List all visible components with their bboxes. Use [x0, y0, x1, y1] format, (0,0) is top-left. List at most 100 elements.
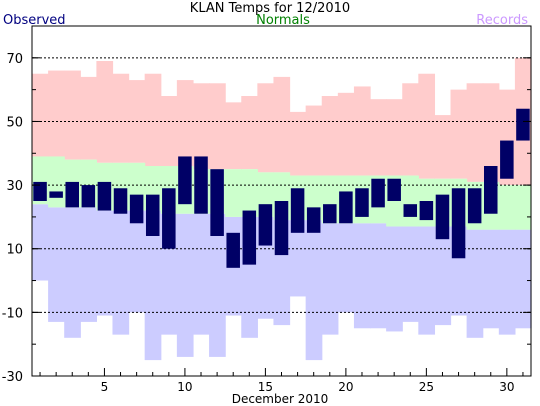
observed-bar — [387, 178, 401, 201]
record-low-bar — [144, 210, 162, 361]
record-low-bar — [353, 223, 371, 329]
normal-range-bar — [225, 169, 242, 217]
legend-normals: Normals — [256, 13, 310, 28]
record-high-bar — [402, 83, 419, 176]
observed-bar — [97, 181, 112, 211]
record-low-bar — [32, 204, 49, 281]
record-high-bar — [209, 83, 226, 170]
normal-range-bar — [48, 156, 65, 208]
legend-records: Records — [476, 13, 528, 28]
observed-bar — [484, 166, 498, 214]
observed-bar — [113, 188, 128, 214]
observed-bar — [371, 178, 385, 208]
record-low-bar — [112, 210, 130, 335]
x-tick-label: 10 — [177, 380, 192, 394]
record-high-bar — [96, 61, 114, 163]
observed-bar — [323, 204, 337, 224]
record-high-bar — [80, 76, 97, 160]
observed-bar — [419, 201, 434, 221]
observed-bar — [290, 188, 305, 233]
observed-bar — [306, 207, 321, 233]
x-axis-label: December 2010 — [232, 392, 329, 406]
record-high-bar — [225, 102, 242, 170]
x-tick-label: 30 — [499, 380, 514, 394]
observed-bar — [339, 191, 353, 224]
record-high-bar — [434, 115, 452, 179]
observed-bar — [49, 191, 63, 198]
observed-bar — [355, 188, 369, 217]
record-high-bar — [466, 83, 484, 182]
observed-bar — [210, 169, 224, 236]
observed-bar — [162, 188, 176, 249]
record-low-bar — [96, 210, 114, 316]
record-low-bar — [466, 229, 484, 338]
observed-bar — [178, 156, 192, 205]
record-low-bar — [386, 226, 403, 332]
y-tick-label: 10 — [6, 243, 23, 258]
observed-bar — [274, 201, 289, 256]
record-low-bar — [514, 229, 532, 329]
record-low-bar — [482, 229, 500, 329]
record-low-bar — [305, 220, 323, 361]
observed-bar — [242, 210, 257, 265]
record-high-bar — [112, 73, 130, 163]
record-low-bar — [402, 226, 419, 322]
normal-range-bar — [402, 175, 419, 227]
normal-range-bar — [514, 185, 532, 230]
y-tick-label: 30 — [6, 179, 23, 194]
observed-bar — [194, 156, 208, 214]
observed-bar — [33, 181, 47, 201]
record-high-bar — [32, 73, 49, 157]
record-high-bar — [450, 89, 468, 179]
chart-title: KLAN Temps for 12/2010 — [190, 1, 350, 16]
y-tick-label: -10 — [2, 306, 23, 321]
record-high-bar — [482, 83, 500, 182]
record-high-bar — [370, 99, 387, 176]
observed-bar — [81, 185, 96, 208]
observed-bar — [500, 140, 514, 179]
record-high-bar — [305, 105, 323, 176]
observed-bar — [65, 181, 79, 208]
record-high-bar — [192, 83, 210, 170]
observed-bar — [226, 232, 240, 268]
observed-bar — [403, 204, 418, 217]
record-high-bar — [273, 76, 291, 173]
record-high-bar — [257, 83, 275, 173]
record-high-bar — [418, 73, 436, 179]
legend-observed: Observed — [3, 13, 66, 28]
record-high-bar — [321, 96, 339, 176]
record-high-bar — [337, 92, 355, 176]
record-high-bar — [160, 96, 178, 166]
observed-bar — [435, 194, 450, 240]
record-low-bar — [192, 213, 210, 335]
x-axis: 5 10 15 20 25 30 — [39, 368, 524, 394]
record-high-bar — [144, 73, 162, 166]
x-tick-label: 25 — [419, 380, 434, 394]
record-high-bar — [289, 111, 307, 176]
record-low-bar — [209, 213, 226, 357]
record-low-bar — [176, 213, 194, 357]
record-low-bar — [434, 226, 452, 326]
observed-bar — [258, 204, 273, 246]
x-tick-label: 15 — [258, 380, 273, 394]
record-low-bar — [64, 207, 81, 338]
observed-bar — [516, 108, 530, 141]
observed-bar — [129, 194, 144, 224]
y-tick-label: -30 — [2, 370, 23, 385]
observed-bar — [145, 194, 160, 236]
record-low-bar — [321, 223, 339, 335]
observed-bar — [467, 188, 482, 224]
observed-bar — [451, 188, 466, 259]
record-high-bar — [48, 70, 65, 157]
observed-layer — [33, 108, 530, 268]
record-high-bar — [176, 80, 194, 166]
record-low-bar — [498, 229, 516, 335]
record-low-bar — [418, 226, 436, 335]
record-high-bar — [241, 96, 258, 170]
normal-range-bar — [241, 169, 258, 217]
record-high-bar — [353, 86, 371, 176]
y-tick-label: 50 — [6, 115, 23, 130]
record-low-bar — [289, 220, 307, 297]
normal-range-bar — [498, 185, 516, 230]
